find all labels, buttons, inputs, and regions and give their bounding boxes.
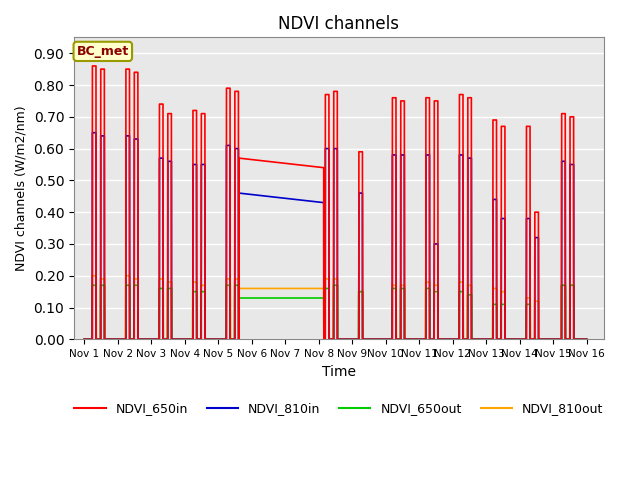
NDVI_810in: [80, 336, 88, 342]
NDVI_650out: [318, 295, 326, 301]
NDVI_650out: [440, 336, 448, 342]
NDVI_810in: [385, 336, 392, 342]
Line: NDVI_650out: NDVI_650out: [84, 285, 587, 339]
NDVI_810out: [88, 273, 96, 278]
NDVI_650in: [550, 336, 558, 342]
NDVI_650in: [318, 165, 326, 170]
NDVI_810in: [440, 336, 448, 342]
NDVI_810in: [205, 336, 213, 342]
NDVI_650in: [205, 336, 213, 342]
NDVI_650in: [403, 336, 411, 342]
NDVI_810out: [318, 286, 326, 291]
Legend: NDVI_650in, NDVI_810in, NDVI_650out, NDVI_810out: NDVI_650in, NDVI_810in, NDVI_650out, NDV…: [70, 397, 608, 420]
NDVI_810in: [318, 200, 326, 205]
NDVI_650out: [88, 282, 96, 288]
NDVI_650in: [440, 336, 448, 342]
NDVI_650in: [583, 336, 591, 342]
NDVI_650out: [583, 336, 591, 342]
NDVI_650in: [80, 336, 88, 342]
X-axis label: Time: Time: [322, 365, 356, 379]
NDVI_810in: [403, 336, 411, 342]
NDVI_810out: [550, 336, 558, 342]
NDVI_810out: [385, 336, 392, 342]
NDVI_810out: [205, 336, 213, 342]
Line: NDVI_810out: NDVI_810out: [84, 276, 587, 339]
NDVI_650in: [88, 63, 96, 69]
Text: BC_met: BC_met: [77, 45, 129, 58]
NDVI_810out: [583, 336, 591, 342]
NDVI_650out: [550, 336, 558, 342]
Line: NDVI_810in: NDVI_810in: [84, 132, 587, 339]
NDVI_650in: [385, 336, 392, 342]
Title: NDVI channels: NDVI channels: [278, 15, 399, 33]
NDVI_810in: [88, 130, 96, 135]
NDVI_650out: [205, 336, 213, 342]
Line: NDVI_650in: NDVI_650in: [84, 66, 587, 339]
NDVI_650out: [385, 336, 392, 342]
NDVI_810in: [550, 336, 558, 342]
NDVI_650out: [403, 336, 411, 342]
NDVI_810out: [403, 336, 411, 342]
NDVI_810in: [583, 336, 591, 342]
NDVI_650out: [80, 336, 88, 342]
Y-axis label: NDVI channels (W/m2/nm): NDVI channels (W/m2/nm): [15, 106, 28, 271]
NDVI_810out: [80, 336, 88, 342]
NDVI_810out: [440, 336, 448, 342]
